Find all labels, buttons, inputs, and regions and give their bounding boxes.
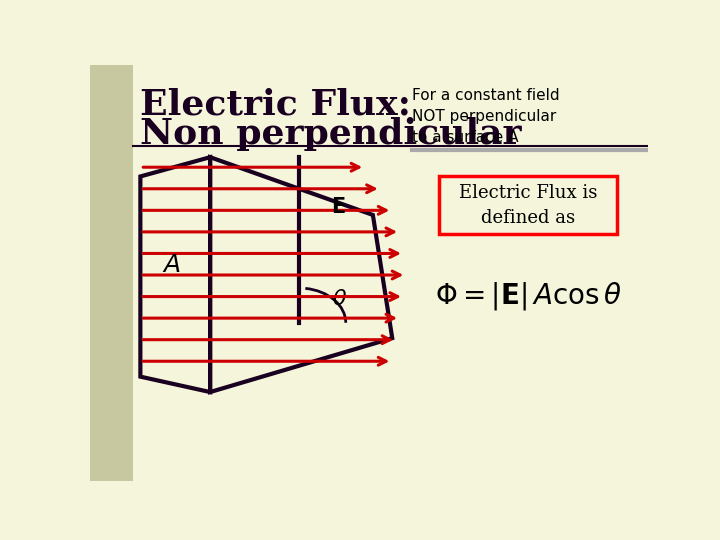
Text: $\mathbf{E}$: $\mathbf{E}$ [330, 197, 346, 217]
Bar [90, 65, 132, 481]
Text: $\theta$: $\theta$ [332, 289, 347, 309]
Text: Non perpendicular: Non perpendicular [140, 117, 522, 151]
Text: Electric Flux:: Electric Flux: [140, 88, 411, 122]
Text: $A$: $A$ [162, 253, 181, 277]
Text: Electric Flux is
defined as: Electric Flux is defined as [459, 184, 597, 227]
Text: For a constant field
NOT perpendicular
to a surface A: For a constant field NOT perpendicular t… [412, 88, 559, 145]
Text: $\Phi = |\mathbf{E}|\,A\cos\theta$: $\Phi = |\mathbf{E}|\,A\cos\theta$ [435, 280, 621, 312]
Bar [438, 177, 617, 234]
